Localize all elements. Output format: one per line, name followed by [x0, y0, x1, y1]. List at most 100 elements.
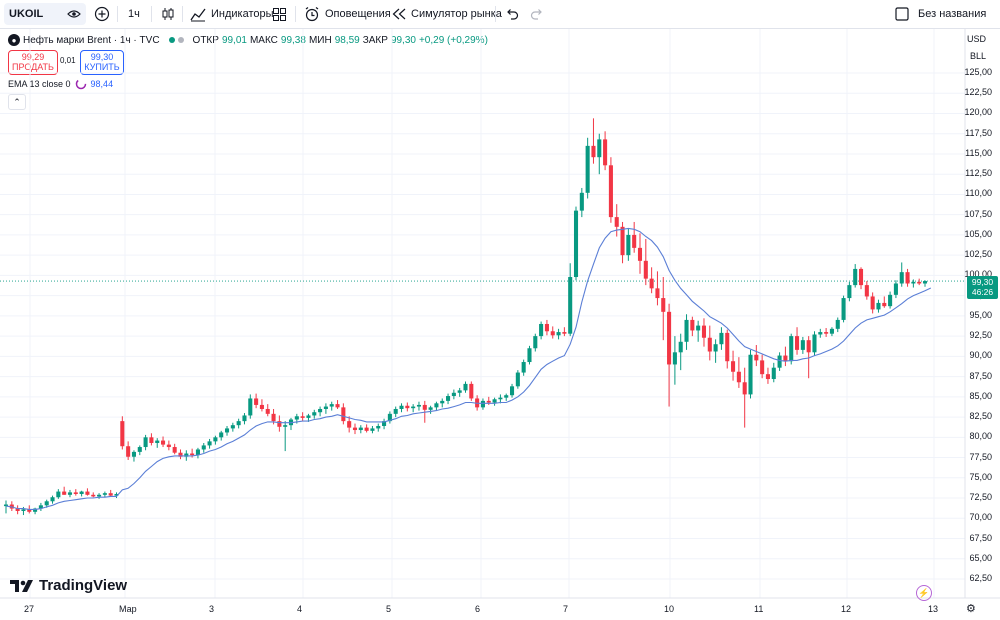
candle-down	[725, 332, 730, 362]
spread-value: 0,01	[60, 56, 76, 65]
price-tick-label: 122,50	[964, 87, 992, 98]
candle-up	[33, 508, 38, 512]
price-tick-label: 87,50	[969, 370, 992, 381]
change-value: +0,29 (+0,29%)	[418, 34, 488, 46]
candle-down	[701, 325, 707, 338]
candle-down	[172, 447, 177, 453]
candle-down	[352, 427, 358, 431]
sell-label: ПРОДАТЬ	[12, 62, 54, 72]
grid-icon	[273, 7, 286, 21]
candle-down	[620, 226, 625, 256]
candle-down	[486, 400, 491, 403]
undo-icon	[507, 9, 519, 20]
candle-up	[21, 509, 26, 511]
candle-down	[882, 302, 887, 307]
chart-type-button[interactable]	[160, 0, 176, 28]
price-tick-label: 65,00	[969, 552, 992, 563]
gear-icon[interactable]: ⚙	[966, 603, 976, 615]
candle-up	[504, 395, 509, 398]
symbol-search[interactable]: UKOIL	[4, 3, 86, 25]
time-tick-label: 3	[209, 604, 215, 614]
candle-up	[387, 413, 392, 422]
candle-up	[201, 445, 206, 450]
candle-down	[649, 278, 654, 289]
candle-up	[847, 285, 852, 299]
candle-up	[38, 505, 43, 509]
tradingview-logo[interactable]: TradingView	[10, 577, 127, 594]
candle-down	[795, 336, 800, 350]
candle-up	[318, 408, 323, 413]
candle-up	[509, 386, 515, 396]
interval-button[interactable]: 1ч	[128, 0, 140, 28]
candle-up	[818, 332, 823, 335]
candle-down	[347, 421, 352, 428]
candle-up	[50, 497, 55, 502]
candle-up	[835, 319, 840, 329]
candle-up	[428, 407, 433, 410]
currency-label[interactable]: USD	[966, 34, 986, 44]
candle-down	[277, 421, 282, 427]
indicators-icon	[190, 8, 206, 22]
redo-button[interactable]	[530, 0, 544, 28]
candle-up	[312, 412, 317, 416]
candle-down	[271, 413, 276, 422]
alerts-button[interactable]: Оповещения	[304, 0, 391, 28]
layout-name-label: Без названия	[918, 8, 987, 20]
candle-down	[550, 331, 555, 336]
candle-up	[533, 336, 538, 349]
candle-up	[393, 408, 398, 414]
candle-down	[632, 234, 637, 248]
candle-down	[754, 354, 759, 361]
add-symbol-icon	[94, 6, 110, 22]
candle-down	[707, 337, 712, 352]
tradingview-mark-icon	[10, 579, 33, 592]
candle-up	[696, 325, 701, 331]
high-key: МАКС	[249, 34, 278, 46]
candle-down	[864, 285, 869, 297]
candle-up	[376, 425, 381, 429]
candle-down	[661, 298, 666, 312]
symbol-title[interactable]: Нефть марки Brent · 1ч · TVC	[23, 34, 160, 46]
price-tick-label: 75,00	[969, 471, 992, 482]
candle-down	[85, 491, 90, 495]
eye-icon[interactable]	[67, 7, 81, 21]
lightning-icon[interactable]: ⚡	[916, 585, 932, 601]
collapse-legend-button[interactable]: ⌃	[8, 94, 26, 110]
layout-name-button[interactable]: Без названия	[895, 0, 986, 28]
buy-button[interactable]: 99,30 КУПИТЬ	[80, 50, 124, 75]
unit-label[interactable]: BLL	[969, 51, 986, 61]
compare-button[interactable]	[94, 0, 110, 28]
candle-up	[184, 453, 189, 457]
replay-button[interactable]: Симулятор рынка	[392, 0, 502, 28]
chart-grid	[0, 29, 965, 598]
candle-down	[917, 281, 922, 284]
candle-up	[498, 397, 503, 400]
ema-legend[interactable]: EMA 13 close 0 98,44	[8, 78, 113, 90]
ema-label: EMA 13 close 0	[8, 79, 71, 89]
alerts-label: Оповещения	[325, 8, 391, 20]
price-tick-label: 67,50	[969, 532, 992, 543]
candle-down	[161, 440, 166, 445]
divider	[295, 6, 296, 22]
undo-button[interactable]	[505, 0, 519, 28]
candle-down	[824, 332, 829, 334]
sell-button[interactable]: 99,29 ПРОДАТЬ	[8, 50, 58, 75]
candle-down	[562, 332, 567, 334]
candle-up	[3, 504, 9, 507]
symbol-legend: ● Нефть марки Brent · 1ч · TVC ОТКР 99,01…	[8, 34, 488, 46]
candle-up	[463, 383, 468, 391]
candle-down	[905, 272, 910, 284]
candle-down	[265, 408, 270, 414]
price-tick-label: 120,00	[964, 107, 992, 118]
price-tick-label: 80,00	[969, 431, 992, 442]
candle-up	[451, 392, 456, 397]
indicators-button[interactable]: Индикаторы	[190, 0, 274, 28]
candle-up	[155, 440, 160, 443]
bar-countdown: 46:26	[971, 287, 994, 297]
layouts-button[interactable]	[272, 0, 287, 28]
price-tick-label: 90,00	[969, 350, 992, 361]
candle-up	[812, 334, 817, 353]
price-tick-label: 92,50	[969, 330, 992, 341]
time-tick-label: 11	[754, 604, 764, 614]
